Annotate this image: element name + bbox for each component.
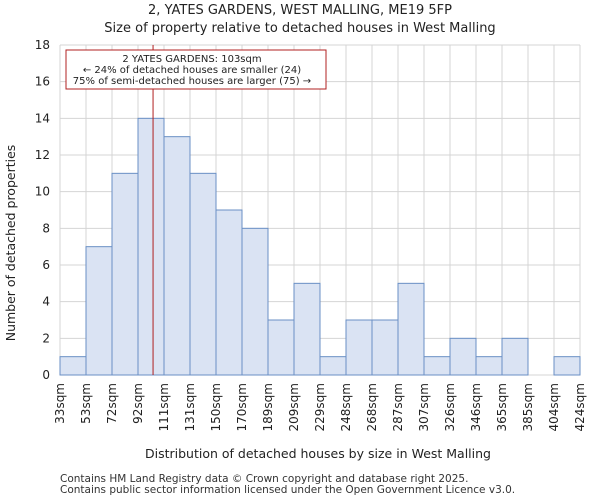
x-tick-label: 404sqm xyxy=(547,383,561,431)
x-tick-label: 53sqm xyxy=(79,383,93,424)
y-tick-label: 6 xyxy=(42,258,50,272)
y-tick-label: 16 xyxy=(35,75,50,89)
x-tick-label: 131sqm xyxy=(183,383,197,431)
y-tick-label: 10 xyxy=(35,185,50,199)
bar-33sqm xyxy=(59,356,87,376)
x-tick-label: 189sqm xyxy=(261,383,275,431)
marker-group: 2 YATES GARDENS: 103sqm ← 24% of detache… xyxy=(65,45,327,375)
x-tick-label: 170sqm xyxy=(235,383,249,431)
bar-404sqm xyxy=(553,356,581,376)
y-tick-label: 2 xyxy=(42,331,50,345)
x-tick-label: 92sqm xyxy=(131,383,145,424)
x-tick-label: 72sqm xyxy=(105,383,119,424)
y-tick-label: 18 xyxy=(35,38,50,52)
bar-326sqm xyxy=(449,337,477,376)
annotation-line-1: 2 YATES GARDENS: 103sqm xyxy=(122,54,261,65)
bar-307sqm xyxy=(423,356,451,376)
bar-150sqm xyxy=(215,209,243,376)
bar-268sqm xyxy=(371,319,399,376)
x-tick-label: 307sqm xyxy=(417,383,431,431)
x-tick-label: 385sqm xyxy=(521,383,535,431)
y-tick-label: 0 xyxy=(42,368,50,382)
x-tick-label: 111sqm xyxy=(157,383,171,431)
y-tick-label: 4 xyxy=(42,295,50,309)
bar-287sqm xyxy=(397,282,425,376)
bar-248sqm xyxy=(345,319,373,376)
bar-53sqm xyxy=(85,246,113,376)
footer-licence: Contains public sector information licen… xyxy=(60,484,516,496)
bar-131sqm xyxy=(189,172,217,376)
bar-209sqm xyxy=(293,282,321,376)
x-tick-label: 209sqm xyxy=(287,383,301,431)
y-axis-label: Number of detached properties xyxy=(3,145,18,342)
chart-title: 2, YATES GARDENS, WEST MALLING, ME19 5FP xyxy=(148,3,452,18)
x-tick-label: 229sqm xyxy=(313,383,327,431)
x-axis-ticks: 33sqm 53sqm 72sqm 92sqm 111sqm 131sqm 150sqm 17… xyxy=(53,383,587,431)
bar-170sqm xyxy=(241,227,269,376)
bar-72sqm xyxy=(111,172,139,376)
x-tick-label: 248sqm xyxy=(339,383,353,431)
annotation-line-2: ← 24% of detached houses are smaller (24… xyxy=(83,65,301,76)
x-tick-label: 287sqm xyxy=(391,383,405,431)
chart-subtitle: Size of property relative to detached ho… xyxy=(104,21,495,36)
bar-346sqm xyxy=(475,356,503,376)
bar-92sqm xyxy=(137,117,165,376)
footer-copyright: Contains HM Land Registry data © Crown c… xyxy=(60,473,469,485)
y-tick-label: 12 xyxy=(35,148,50,162)
y-tick-label: 14 xyxy=(35,111,50,125)
x-tick-label: 150sqm xyxy=(209,383,223,431)
bars xyxy=(59,117,581,376)
annotation-box xyxy=(65,49,327,90)
bar-189sqm xyxy=(267,319,295,376)
annotation-line-3: 75% of semi-detached houses are larger (… xyxy=(73,76,311,87)
x-tick-label: 346sqm xyxy=(469,383,483,431)
bar-229sqm xyxy=(319,356,347,376)
bar-365sqm xyxy=(501,337,529,376)
x-tick-label: 326sqm xyxy=(443,383,457,431)
y-axis-ticks: 0 2 4 6 8 10 12 14 16 18 xyxy=(35,38,50,382)
x-tick-label: 365sqm xyxy=(495,383,509,431)
x-axis-label: Distribution of detached houses by size … xyxy=(145,446,491,461)
bar-111sqm xyxy=(163,136,191,376)
y-tick-label: 8 xyxy=(42,221,50,235)
x-tick-label: 33sqm xyxy=(53,383,67,424)
x-tick-label: 424sqm xyxy=(573,383,587,431)
x-tick-label: 268sqm xyxy=(365,383,379,431)
